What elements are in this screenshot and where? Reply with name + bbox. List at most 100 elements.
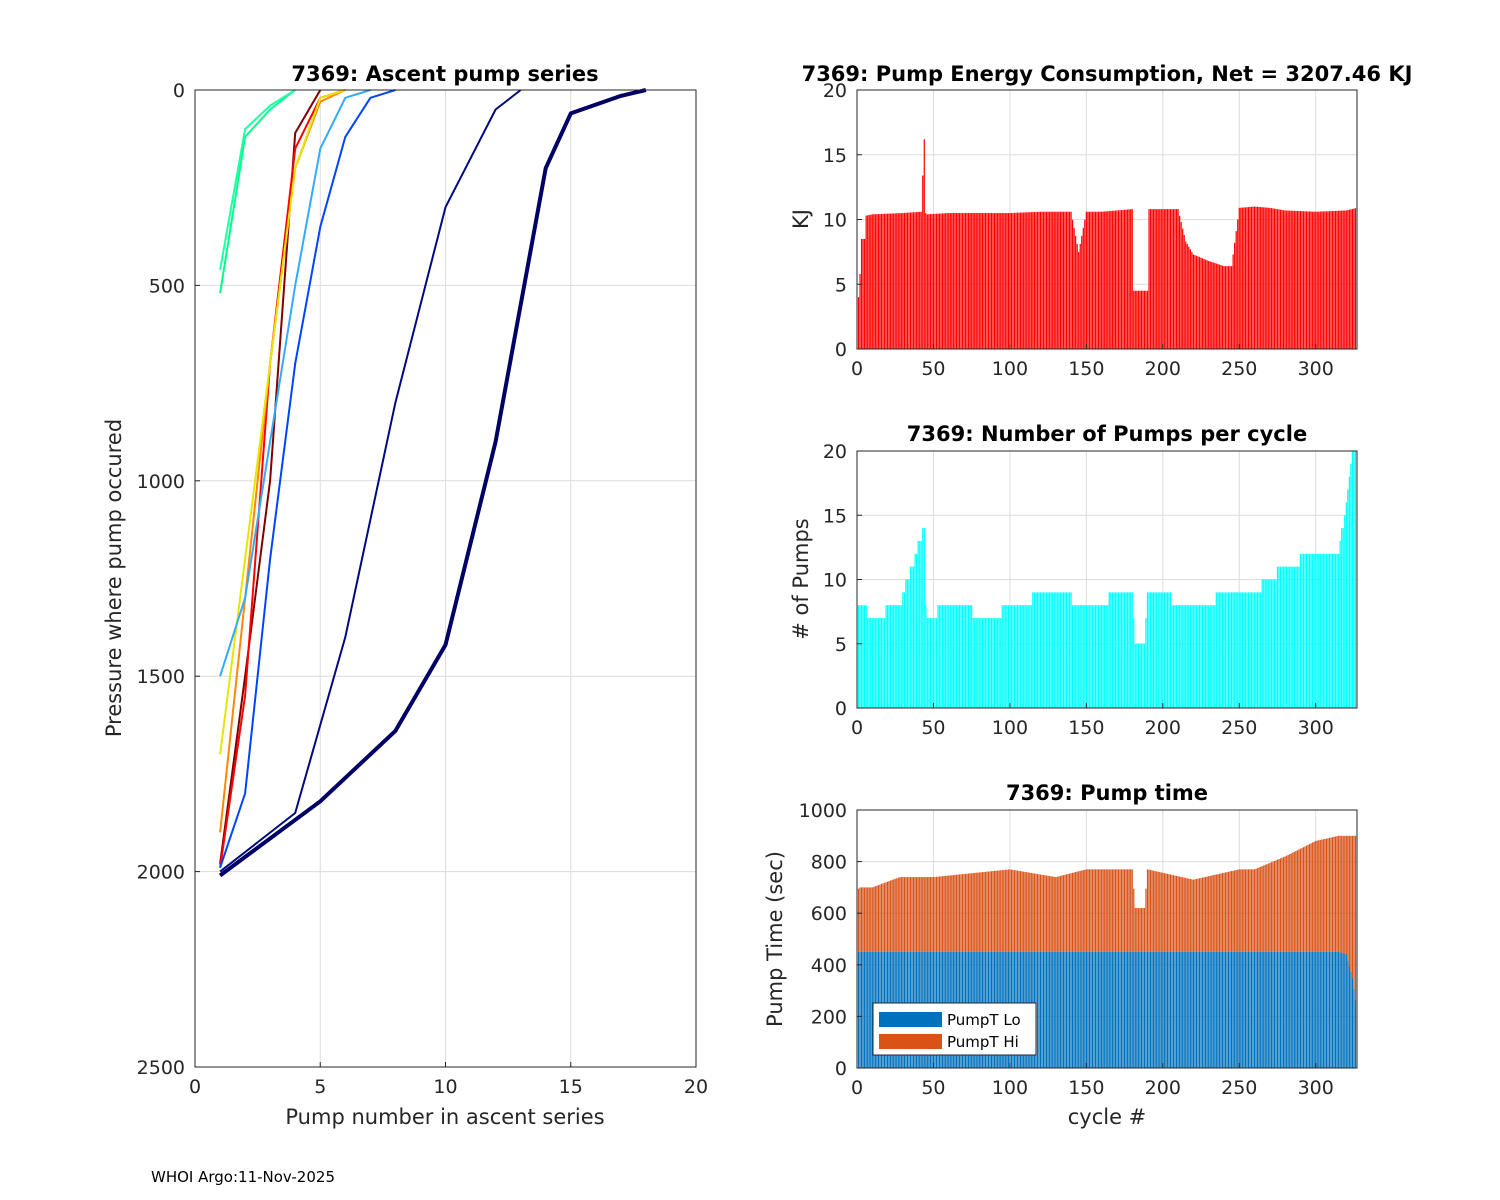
pumptime-hi-bar	[1336, 836, 1338, 952]
energy-xtick-label: 100	[992, 358, 1028, 380]
pumps-bar	[1058, 592, 1060, 708]
pumptime-hi-bar	[1171, 874, 1173, 952]
pumptime-hi-bar	[1338, 835, 1340, 952]
pumps-bar	[1286, 566, 1288, 708]
pumps-bar	[963, 605, 965, 708]
pumptime-hi-bar	[1081, 870, 1083, 952]
energy-bar	[1146, 290, 1149, 349]
pumptime-hi-bar	[1029, 872, 1031, 952]
pumptime-hi-bar	[1139, 908, 1141, 952]
pumps-bar	[1231, 592, 1233, 708]
pumptime-ytick-label: 1000	[799, 800, 847, 822]
pumps-bar	[1010, 605, 1013, 708]
pumptime-hi-bar	[942, 876, 944, 952]
pumptime-lo-bar	[1308, 951, 1311, 1068]
energy-bar	[1156, 209, 1158, 349]
pumptime-lo-bar	[1253, 951, 1256, 1068]
pumptime-lo-bar	[1175, 951, 1178, 1068]
energy-bar	[984, 213, 987, 349]
pumptime-hi-bar	[932, 877, 935, 952]
pumptime-legend: PumpT Lo PumpT Hi	[872, 1002, 1037, 1056]
pumps-bar	[1295, 566, 1297, 708]
energy-bar	[1203, 259, 1205, 349]
pumps-bar	[1035, 592, 1037, 708]
pumps-bar	[1344, 515, 1346, 708]
pumps-bar	[1105, 605, 1107, 708]
pumptime-hi-bar	[1020, 871, 1022, 952]
pumptime-hi-bar	[1348, 835, 1350, 967]
pumptime-hi-bar	[1000, 870, 1002, 952]
pumptime-hi-bar	[1006, 869, 1008, 952]
pumptime-hi-bar	[1166, 873, 1169, 952]
pumptime-lo-bar	[1342, 953, 1344, 1068]
pumptime-hi-bar	[877, 885, 880, 952]
pumptime-lo-bar	[1293, 951, 1295, 1068]
energy-bar	[1220, 265, 1222, 349]
pumps-bar	[1045, 592, 1048, 708]
pumptime-hi-bar	[1105, 869, 1107, 952]
pumps-bar	[896, 605, 898, 708]
energy-bar	[1194, 255, 1196, 349]
pumptime-lo-bar	[1136, 951, 1138, 1068]
pumps-bar	[1119, 592, 1121, 708]
pumptime-hi-bar	[1290, 853, 1292, 952]
pumptime-ylabel: Pump Time (sec)	[763, 851, 787, 1027]
pumps-bar	[1276, 566, 1279, 708]
energy-bar	[1117, 210, 1120, 349]
pumptime-lo-bar	[1211, 951, 1213, 1068]
pumps-ytick-label: 20	[823, 441, 847, 463]
pumptime-hi-bar	[1182, 877, 1184, 952]
pumps-bar	[871, 618, 873, 708]
pumps-bar	[1055, 592, 1057, 708]
pumptime-hi-bar	[997, 870, 999, 952]
pumps-bar	[1212, 605, 1214, 708]
pumptime-lo-bar	[1065, 951, 1068, 1068]
pumptime-hi-bar	[1301, 847, 1303, 952]
energy-bar	[1238, 207, 1240, 349]
pumps-bar	[1091, 605, 1094, 708]
energy-bar	[1284, 210, 1286, 349]
ascent-series	[218, 88, 647, 878]
energy-bar	[868, 214, 870, 349]
pumptime-hi-bar	[1240, 869, 1242, 952]
pumptime-hi-bar	[1253, 869, 1256, 952]
pumptime-hi-bar	[1249, 869, 1251, 952]
pumptime-hi-bar	[1049, 876, 1051, 952]
pumps-bar	[1110, 592, 1112, 708]
energy-bar	[955, 213, 957, 349]
pumptime-hi-bar	[1018, 870, 1020, 952]
pumps-bar	[1032, 592, 1034, 708]
energy-bar	[1016, 212, 1019, 349]
energy-bar	[1065, 211, 1068, 349]
pumps-bar	[1078, 605, 1080, 708]
energy-ytick-label: 15	[823, 145, 847, 167]
pumptime-lo-bar	[1195, 951, 1198, 1068]
energy-bar	[1212, 262, 1214, 349]
energy-bar	[1175, 209, 1178, 349]
pumptime-hi-bar	[1024, 871, 1026, 952]
energy-bar	[1038, 211, 1040, 349]
pumptime-hi-bar	[928, 877, 930, 952]
pumptime-lo-bar	[1146, 951, 1149, 1068]
energy-bar	[1334, 210, 1337, 349]
energy-bar	[1234, 242, 1236, 349]
pumptime-lo-bar	[1312, 951, 1314, 1068]
pumps-bar	[1275, 579, 1277, 708]
pumptime-lo-bar	[868, 951, 870, 1068]
pumptime-lo-bar	[871, 951, 873, 1068]
pumptime-lo-bar	[1260, 951, 1262, 1068]
pumptime-frame	[856, 809, 1358, 1069]
pumps-bar	[1067, 592, 1069, 708]
pumps-bar	[1218, 592, 1220, 708]
pumptime-lo-bar	[1214, 951, 1216, 1068]
energy-bar	[1111, 210, 1113, 349]
pumptime-lo-bar	[1295, 951, 1297, 1068]
pumps-bar	[1301, 553, 1303, 708]
energy-bar	[1307, 211, 1309, 349]
pumptime-hi-bar	[1061, 875, 1063, 952]
pumptime-hi-bar	[1042, 875, 1045, 952]
pumptime-lo-bar	[1351, 977, 1354, 1068]
pumps-bar	[926, 618, 928, 708]
pumps-bar	[1290, 566, 1292, 708]
pumps-bar	[1088, 605, 1091, 708]
